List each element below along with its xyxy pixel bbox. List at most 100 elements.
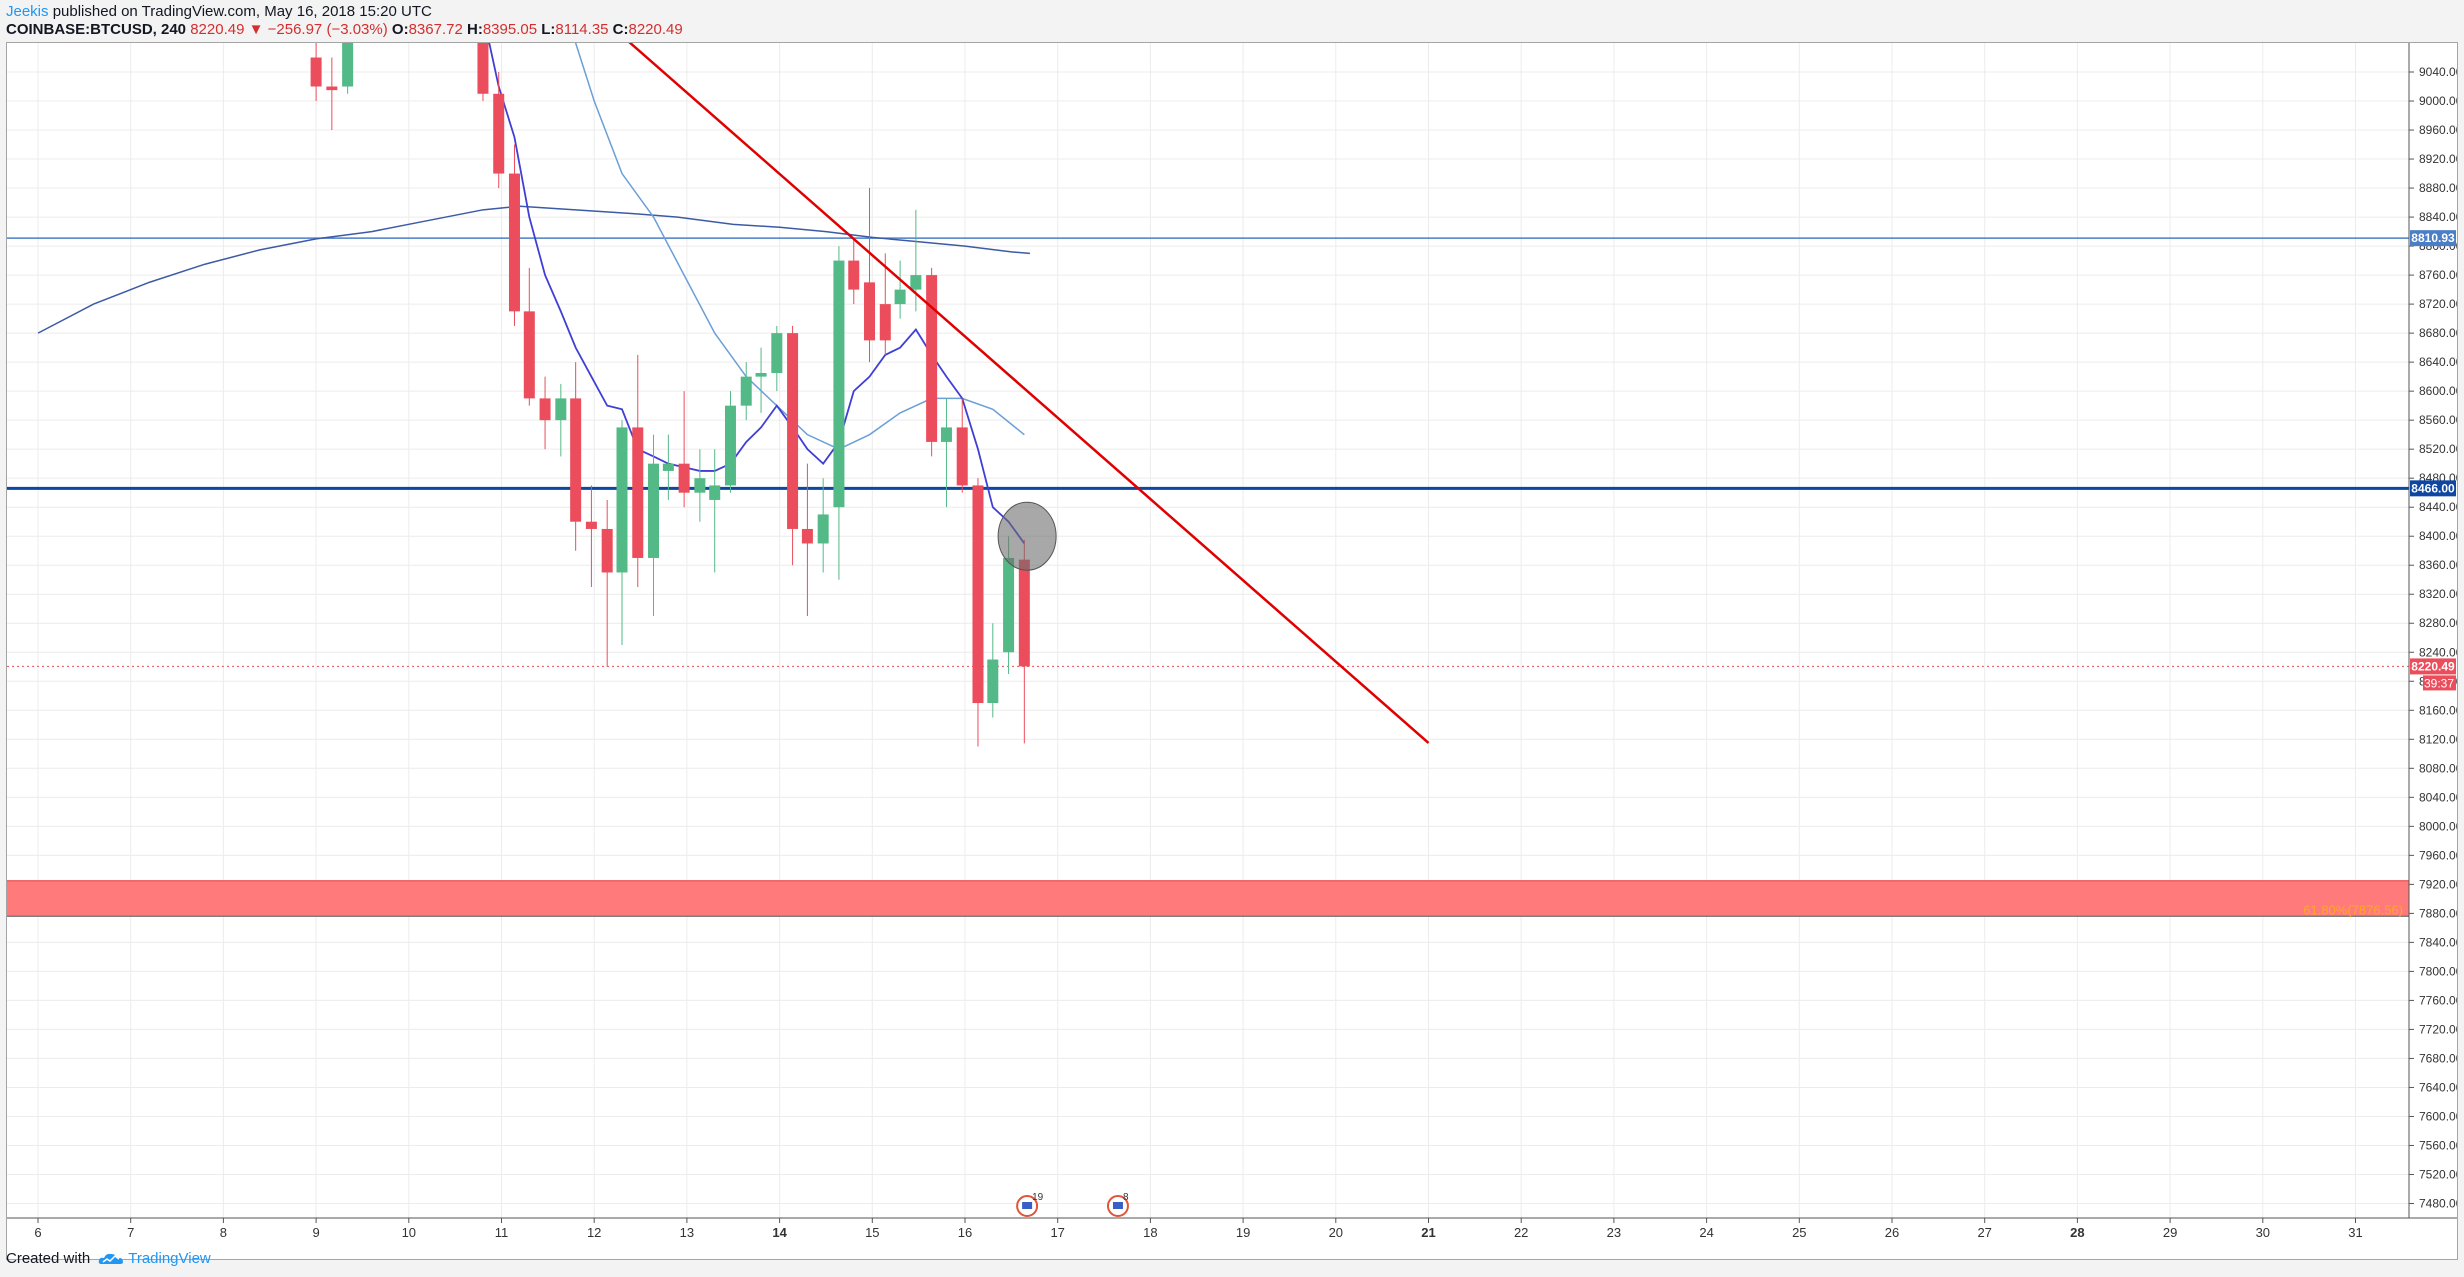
candle-body bbox=[709, 485, 721, 500]
candle-body bbox=[310, 57, 322, 87]
chart-header: Jeekis published on TradingView.com, May… bbox=[6, 3, 2456, 39]
time-tick-label: 8 bbox=[220, 1225, 227, 1240]
candle bbox=[755, 347, 767, 413]
time-tick-label: 22 bbox=[1514, 1225, 1528, 1240]
event-flag-inner bbox=[1022, 1202, 1033, 1209]
time-tick-label: 26 bbox=[1885, 1225, 1899, 1240]
candle bbox=[864, 188, 876, 363]
candle-body bbox=[508, 173, 520, 312]
candle-body bbox=[987, 659, 999, 704]
candle bbox=[817, 478, 829, 573]
candle bbox=[342, 43, 354, 94]
publish-info: Jeekis published on TradingView.com, May… bbox=[6, 3, 2456, 21]
candle bbox=[894, 260, 906, 319]
created-with-text: Created with bbox=[6, 1250, 91, 1267]
event-flag-inner bbox=[1112, 1202, 1123, 1209]
price-tick-label: 7880.00 bbox=[2419, 906, 2457, 920]
time-tick-label: 19 bbox=[1236, 1225, 1250, 1240]
price-tick-label: 7760.00 bbox=[2419, 993, 2457, 1007]
time-tick-label: 27 bbox=[1977, 1225, 1991, 1240]
tradingview-logo[interactable]: TradingView bbox=[98, 1250, 211, 1267]
price-tick-label: 8440.00 bbox=[2419, 500, 2457, 514]
price-tick-label: 8760.00 bbox=[2419, 268, 2457, 282]
candle-body bbox=[662, 463, 674, 471]
candle-body bbox=[740, 376, 752, 406]
time-tick-label: 13 bbox=[680, 1225, 694, 1240]
price-tick-label: 9000.00 bbox=[2419, 94, 2457, 108]
candle bbox=[601, 499, 613, 667]
candle-body bbox=[477, 43, 489, 94]
high-value: 8395.05 bbox=[482, 21, 538, 38]
price-tick-label: 8920.00 bbox=[2419, 152, 2457, 166]
time-tick-label: 12 bbox=[587, 1225, 601, 1240]
candle-body bbox=[817, 514, 829, 544]
event-flag-icon: 8 bbox=[1106, 1192, 1129, 1217]
last-price-axis-label-text: 8220.49 bbox=[2411, 659, 2455, 673]
price-tick-label: 8320.00 bbox=[2419, 587, 2457, 601]
candle-body bbox=[570, 398, 582, 522]
price-tick-label: 7800.00 bbox=[2419, 964, 2457, 978]
price-tick-label: 8560.00 bbox=[2419, 413, 2457, 427]
candle-body bbox=[539, 398, 551, 421]
time-tick-label: 20 bbox=[1329, 1225, 1343, 1240]
level-axis-label-lower-text: 8466.00 bbox=[2411, 481, 2455, 495]
time-tick-label: 31 bbox=[2348, 1225, 2362, 1240]
price-tick-label: 7840.00 bbox=[2419, 935, 2457, 949]
candle bbox=[740, 362, 752, 421]
price-chart[interactable]: 61.80%(7876.56) 19 8 9040.00 9000.00 8960.00 8… bbox=[7, 43, 2463, 1259]
candle-body bbox=[555, 398, 567, 421]
candle-body bbox=[326, 86, 338, 91]
candle-body bbox=[1003, 557, 1015, 653]
candle-body bbox=[724, 405, 736, 486]
candle bbox=[833, 246, 845, 580]
candle bbox=[570, 362, 582, 551]
level-axis-label-lower: 8466.00 bbox=[2410, 480, 2456, 497]
time-tick-label: 29 bbox=[2163, 1225, 2177, 1240]
candle bbox=[508, 144, 520, 326]
candle bbox=[879, 253, 891, 355]
event-flag-icon: 19 bbox=[1016, 1192, 1044, 1217]
candle-body bbox=[833, 260, 845, 508]
time-tick-label: 30 bbox=[2256, 1225, 2270, 1240]
candle bbox=[678, 391, 690, 508]
price-tick-label: 7960.00 bbox=[2419, 848, 2457, 862]
close-value: 8220.49 bbox=[628, 21, 683, 38]
trend-line bbox=[628, 43, 1430, 744]
moving-average-fast bbox=[488, 43, 1026, 544]
price-tick-label: 7520.00 bbox=[2419, 1167, 2457, 1181]
candle-body bbox=[694, 478, 706, 493]
candle bbox=[493, 72, 505, 189]
candle bbox=[709, 449, 721, 573]
last-price: 8220.49 bbox=[190, 21, 245, 38]
author-link[interactable]: Jeekis bbox=[6, 3, 49, 20]
candle bbox=[956, 398, 968, 493]
candle-body bbox=[771, 333, 783, 374]
footer: Created with TradingView bbox=[6, 1250, 211, 1267]
time-tick-label: 11 bbox=[495, 1225, 509, 1240]
price-tick-label: 7480.00 bbox=[2419, 1196, 2457, 1210]
candle-body bbox=[1018, 559, 1030, 667]
tradingview-cloud-icon bbox=[98, 1253, 124, 1264]
candle-body bbox=[894, 289, 906, 305]
candle-body bbox=[926, 275, 938, 442]
candle-body bbox=[493, 93, 505, 174]
candle-body bbox=[879, 304, 891, 341]
time-tick-label: 28 bbox=[2070, 1225, 2084, 1240]
candle bbox=[662, 434, 674, 500]
price-tick-label: 8360.00 bbox=[2419, 558, 2457, 572]
candle bbox=[539, 376, 551, 450]
candle-body bbox=[972, 485, 984, 704]
tradingview-brand[interactable]: TradingView bbox=[128, 1250, 211, 1267]
price-tick-label: 8680.00 bbox=[2419, 326, 2457, 340]
publish-text: published on TradingView.com, May 16, 20… bbox=[48, 3, 432, 20]
price-tick-label: 7640.00 bbox=[2419, 1080, 2457, 1094]
price-tick-label: 8720.00 bbox=[2419, 297, 2457, 311]
candle bbox=[555, 383, 567, 457]
open-label: O: bbox=[391, 21, 409, 38]
chart-container[interactable]: 61.80%(7876.56) 19 8 9040.00 9000.00 8960.00 8… bbox=[6, 42, 2463, 1260]
candle-body bbox=[848, 260, 860, 290]
event-count: 8 bbox=[1123, 1192, 1129, 1203]
candle-body bbox=[342, 43, 354, 87]
candle-body bbox=[523, 311, 535, 399]
time-tick-label: 10 bbox=[402, 1225, 416, 1240]
